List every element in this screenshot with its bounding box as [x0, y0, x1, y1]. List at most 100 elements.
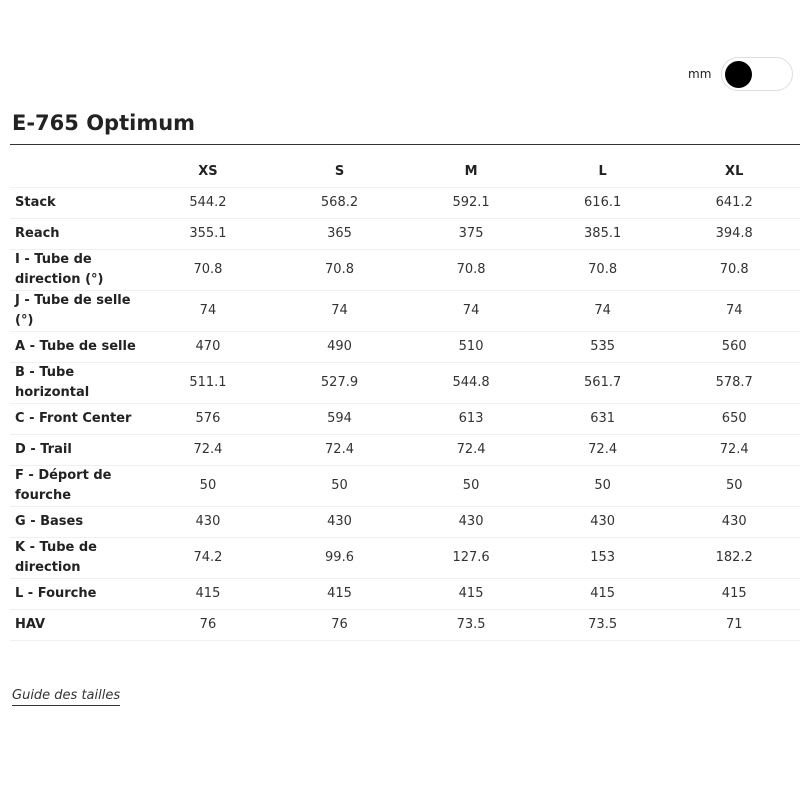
- cell-value: 74.2: [142, 537, 274, 579]
- cell-value: 74: [142, 290, 274, 332]
- table-row: G - Bases 430 430 430 430 430: [10, 506, 800, 538]
- table-row: J - Tube de selle (°) 74 74 74 74 74: [10, 290, 800, 332]
- cell-value: 527.9: [273, 362, 406, 404]
- cell-value: 415: [668, 578, 800, 610]
- cell-value: 50: [668, 465, 800, 507]
- cell-value: 50: [536, 465, 669, 507]
- toggle-knob: [725, 61, 753, 88]
- cell-value: 490: [273, 331, 406, 363]
- cell-value: 50: [273, 465, 406, 507]
- cell-value: 544.2: [142, 187, 274, 219]
- cell-value: 127.6: [405, 537, 537, 579]
- cell-value: 74: [273, 290, 406, 332]
- row-label: Stack: [10, 187, 143, 219]
- cell-value: 594: [273, 403, 406, 435]
- cell-value: 73.5: [405, 609, 537, 641]
- cell-value: 72.4: [273, 434, 406, 466]
- cell-value: 568.2: [273, 187, 406, 219]
- cell-value: 153: [536, 537, 669, 579]
- row-label: G - Bases: [10, 506, 143, 538]
- row-label: D - Trail: [10, 434, 143, 466]
- row-label: C - Front Center: [10, 403, 143, 435]
- row-label: A - Tube de selle: [10, 331, 143, 363]
- cell-value: 430: [142, 506, 274, 538]
- cell-value: 430: [536, 506, 669, 538]
- cell-value: 415: [405, 578, 537, 610]
- cell-value: 430: [273, 506, 406, 538]
- row-label: L - Fourche: [10, 578, 143, 610]
- cell-value: 415: [536, 578, 669, 610]
- table-row: B - Tube horizontal 511.1 527.9 544.8 561.7 5…: [10, 362, 800, 404]
- cell-value: 70.8: [142, 249, 274, 291]
- cell-value: 510: [405, 331, 537, 363]
- title: E-765 Optimum: [12, 111, 196, 135]
- cell-value: 576: [142, 403, 274, 435]
- cell-value: 535: [536, 331, 669, 363]
- cell-value: 613: [405, 403, 537, 435]
- cell-value: 430: [668, 506, 800, 538]
- cell-value: 74: [536, 290, 669, 332]
- cell-value: 182.2: [668, 537, 800, 579]
- cell-value: 70.8: [668, 249, 800, 291]
- cell-value: 561.7: [536, 362, 669, 404]
- cell-value: 50: [142, 465, 274, 507]
- row-label: K - Tube de direction: [10, 537, 143, 579]
- toggle-switch[interactable]: [721, 57, 794, 91]
- unit-label: mm: [688, 67, 712, 81]
- cell-value: 631: [536, 403, 669, 435]
- cell-value: 650: [668, 403, 800, 435]
- cell-value: 578.7: [668, 362, 800, 404]
- cell-value: 544.8: [405, 362, 537, 404]
- table-row: K - Tube de direction 74.2 99.6 127.6 153 182…: [10, 537, 800, 579]
- cell-value: 99.6: [273, 537, 406, 579]
- cell-value: 560: [668, 331, 800, 363]
- divider: [10, 144, 800, 145]
- column-header: M: [405, 157, 537, 188]
- size-guide-link[interactable]: Guide des tailles: [12, 688, 121, 706]
- table-row: D - Trail 72.4 72.4 72.4 72.4 72.4: [10, 434, 800, 466]
- row-label: F - Déport de fourche: [10, 465, 143, 507]
- column-header: S: [273, 157, 406, 188]
- table-row: Stack 544.2 568.2 592.1 616.1 641.2: [10, 187, 800, 219]
- cell-value: 74: [668, 290, 800, 332]
- cell-value: 616.1: [536, 187, 669, 219]
- row-label: J - Tube de selle (°): [10, 290, 143, 332]
- cell-value: 76: [273, 609, 406, 641]
- column-header: L: [536, 157, 669, 188]
- cell-value: 76: [142, 609, 274, 641]
- row-label: I - Tube de direction (°): [10, 249, 143, 291]
- cell-value: 430: [405, 506, 537, 538]
- corner-cell: [10, 157, 143, 188]
- cell-value: 415: [273, 578, 406, 610]
- table-row: A - Tube de selle 470 490 510 535 560: [10, 331, 800, 363]
- cell-value: 72.4: [536, 434, 669, 466]
- cell-value: 375: [405, 218, 537, 250]
- table-row: L - Fourche 415 415 415 415 415: [10, 578, 800, 610]
- geometry-table: XS S M L XL Stack 544.2 568.2 592.1 616.1 641.2 Rea…: [10, 157, 800, 641]
- cell-value: 394.8: [668, 218, 800, 250]
- cell-value: 641.2: [668, 187, 800, 219]
- cell-value: 70.8: [405, 249, 537, 291]
- column-header: XL: [668, 157, 800, 188]
- header-row: XS S M L XL: [10, 157, 800, 188]
- cell-value: 72.4: [405, 434, 537, 466]
- unit-toggle[interactable]: mm: [688, 57, 794, 91]
- table-row: I - Tube de direction (°) 70.8 70.8 70.8 70.…: [10, 249, 800, 291]
- row-label: B - Tube horizontal: [10, 362, 143, 404]
- table-row: C - Front Center 576 594 613 631 650: [10, 403, 800, 435]
- table-row: Reach 355.1 365 375 385.1 394.8: [10, 218, 800, 250]
- row-label: HAV: [10, 609, 143, 641]
- cell-value: 73.5: [536, 609, 669, 641]
- cell-value: 511.1: [142, 362, 274, 404]
- cell-value: 50: [405, 465, 537, 507]
- table-row: F - Déport de fourche 50 50 50 50 50: [10, 465, 800, 507]
- cell-value: 70.8: [536, 249, 669, 291]
- column-header: XS: [142, 157, 274, 188]
- cell-value: 71: [668, 609, 800, 641]
- cell-value: 415: [142, 578, 274, 610]
- cell-value: 592.1: [405, 187, 537, 219]
- cell-value: 72.4: [142, 434, 274, 466]
- cell-value: 74: [405, 290, 537, 332]
- cell-value: 70.8: [273, 249, 406, 291]
